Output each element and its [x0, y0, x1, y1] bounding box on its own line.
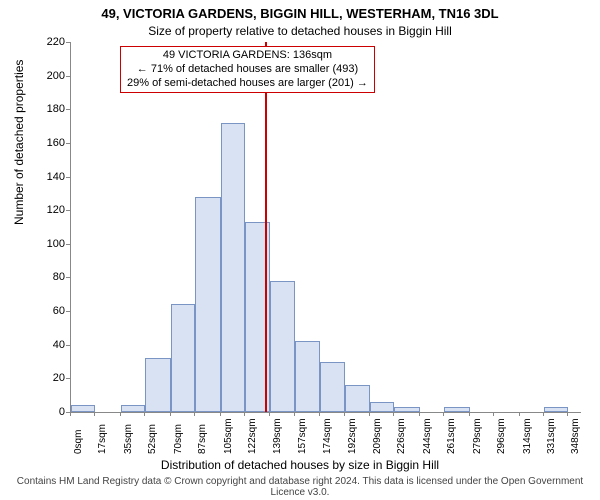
histogram-bar — [320, 362, 346, 412]
y-tick-mark — [66, 378, 70, 379]
y-tick-mark — [66, 42, 70, 43]
histogram-bar — [544, 407, 568, 412]
y-tick-label: 140 — [35, 171, 65, 183]
x-tick-mark — [493, 412, 494, 416]
x-tick-label: 209sqm — [372, 418, 383, 454]
y-tick-label: 40 — [35, 339, 65, 351]
y-tick-mark — [66, 143, 70, 144]
histogram-bar — [345, 385, 369, 412]
plot-area — [70, 42, 580, 412]
y-tick-label: 120 — [35, 204, 65, 216]
x-tick-mark — [393, 412, 394, 416]
y-tick-label: 80 — [35, 271, 65, 283]
y-tick-mark — [66, 210, 70, 211]
x-tick-mark — [170, 412, 171, 416]
histogram-bar — [221, 123, 245, 412]
y-tick-label: 160 — [35, 137, 65, 149]
y-tick-mark — [66, 244, 70, 245]
y-tick-mark — [66, 177, 70, 178]
y-tick-mark — [66, 76, 70, 77]
plot-inner — [70, 42, 581, 413]
x-tick-label: 70sqm — [173, 424, 184, 454]
x-tick-mark — [244, 412, 245, 416]
x-tick-mark — [269, 412, 270, 416]
histogram-bar — [295, 341, 319, 412]
x-tick-label: 122sqm — [247, 418, 258, 454]
x-tick-label: 139sqm — [272, 418, 283, 454]
x-tick-label: 35sqm — [123, 424, 134, 454]
x-tick-label: 244sqm — [422, 418, 433, 454]
y-axis-label: Number of detached properties — [12, 60, 26, 225]
y-tick-mark — [66, 277, 70, 278]
x-tick-mark — [120, 412, 121, 416]
footer-text: Contains HM Land Registry data © Crown c… — [0, 476, 600, 498]
x-tick-mark — [220, 412, 221, 416]
y-tick-mark — [66, 109, 70, 110]
x-tick-label: 174sqm — [322, 418, 333, 454]
histogram-bar — [270, 281, 296, 412]
x-tick-mark — [319, 412, 320, 416]
histogram-bar — [195, 197, 221, 412]
x-tick-mark — [567, 412, 568, 416]
annotation-line2: ← 71% of detached houses are smaller (49… — [127, 63, 368, 77]
y-tick-label: 180 — [35, 103, 65, 115]
annotation-line3: 29% of semi-detached houses are larger (… — [127, 77, 368, 91]
x-tick-label: 0sqm — [73, 430, 84, 454]
histogram-bar — [370, 402, 394, 412]
x-tick-mark — [294, 412, 295, 416]
y-tick-label: 60 — [35, 305, 65, 317]
x-tick-label: 157sqm — [297, 418, 308, 454]
x-tick-label: 17sqm — [97, 424, 108, 454]
annotation-box: 49 VICTORIA GARDENS: 136sqm ← 71% of det… — [120, 46, 375, 93]
y-tick-label: 0 — [35, 406, 65, 418]
y-tick-mark — [66, 311, 70, 312]
x-tick-label: 52sqm — [147, 424, 158, 454]
reference-line — [265, 42, 267, 412]
x-tick-label: 226sqm — [396, 418, 407, 454]
chart-title-line1: 49, VICTORIA GARDENS, BIGGIN HILL, WESTE… — [0, 6, 600, 21]
x-tick-label: 279sqm — [472, 418, 483, 454]
x-tick-mark — [369, 412, 370, 416]
x-tick-mark — [70, 412, 71, 416]
x-tick-label: 331sqm — [546, 418, 557, 454]
histogram-bar — [394, 407, 420, 412]
x-tick-label: 296sqm — [496, 418, 507, 454]
y-tick-label: 220 — [35, 36, 65, 48]
histogram-bar — [121, 405, 145, 412]
x-tick-mark — [543, 412, 544, 416]
y-tick-label: 100 — [35, 238, 65, 250]
x-tick-label: 87sqm — [197, 424, 208, 454]
histogram-bar — [444, 407, 470, 412]
x-tick-mark — [519, 412, 520, 416]
x-tick-label: 192sqm — [347, 418, 358, 454]
annotation-line1: 49 VICTORIA GARDENS: 136sqm — [127, 49, 368, 63]
x-tick-label: 105sqm — [223, 418, 234, 454]
x-tick-mark — [419, 412, 420, 416]
x-tick-label: 261sqm — [446, 418, 457, 454]
y-tick-mark — [66, 345, 70, 346]
histogram-bar — [71, 405, 95, 412]
y-tick-label: 20 — [35, 372, 65, 384]
histogram-bar — [171, 304, 195, 412]
x-tick-mark — [194, 412, 195, 416]
x-tick-label: 348sqm — [570, 418, 581, 454]
x-tick-mark — [144, 412, 145, 416]
y-tick-label: 200 — [35, 70, 65, 82]
x-tick-mark — [469, 412, 470, 416]
histogram-bar — [145, 358, 171, 412]
x-tick-label: 314sqm — [522, 418, 533, 454]
x-tick-mark — [443, 412, 444, 416]
x-axis-label: Distribution of detached houses by size … — [0, 458, 600, 472]
chart-title-line2: Size of property relative to detached ho… — [0, 24, 600, 38]
x-tick-mark — [94, 412, 95, 416]
x-tick-mark — [344, 412, 345, 416]
